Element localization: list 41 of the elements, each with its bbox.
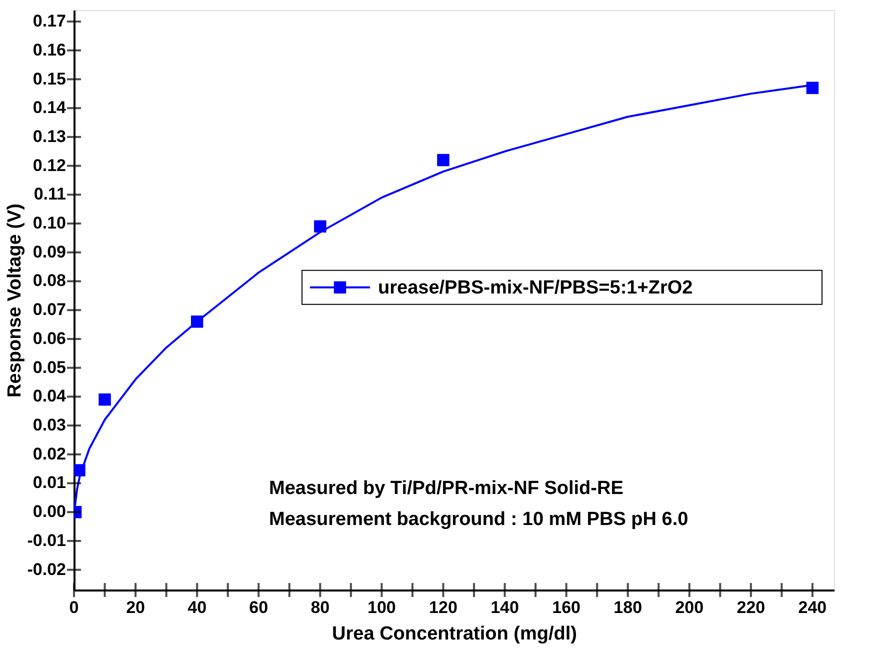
y-tick-label: 0.17 xyxy=(32,12,66,31)
x-tick-label: 0 xyxy=(69,598,79,617)
annotation: Measured by Ti/Pd/PR-mix-NF Solid-RE xyxy=(269,478,624,499)
x-tick-label: 60 xyxy=(249,598,268,617)
x-tick-label: 120 xyxy=(429,598,458,617)
y-tick-label: 0.04 xyxy=(32,386,67,406)
y-tick-label: -0.02 xyxy=(27,560,66,579)
y-tick-label: 0.07 xyxy=(32,300,66,320)
x-tick-label: 160 xyxy=(552,598,580,617)
y-tick-label: 0.03 xyxy=(32,416,66,435)
y-tick-label: 0.14 xyxy=(32,98,67,118)
y-tick-label: 0.10 xyxy=(32,214,66,233)
x-tick-label: 40 xyxy=(188,598,207,617)
y-tick-label: 0.13 xyxy=(32,126,66,146)
y-tick-label: 0.02 xyxy=(32,444,66,464)
y-tick-label: 0.06 xyxy=(32,328,66,348)
y-tick-label: 0.16 xyxy=(32,40,66,60)
x-tick-label: 200 xyxy=(675,598,704,617)
point xyxy=(98,393,111,406)
x-tick-label: 240 xyxy=(798,598,827,617)
y-tick-label: 0.11 xyxy=(34,184,66,204)
y-tick-label: 0.09 xyxy=(32,242,66,262)
annotation: Measurement background : 10 mM PBS pH 6.0 xyxy=(269,509,688,530)
x-tick-label: 220 xyxy=(736,598,766,617)
x-tick-label: 140 xyxy=(490,598,519,617)
x-axis-title: Urea Concentration (mg/dl) xyxy=(332,624,577,644)
y-tick-label: -0.01 xyxy=(27,530,66,550)
y-tick-label: 0.00 xyxy=(32,502,66,522)
legend-label: urease/PBS-mix-NF/PBS=5:1+ZrO2 xyxy=(378,277,693,298)
y-tick-label: 0.08 xyxy=(32,271,66,290)
y-tick-label: 0.05 xyxy=(32,358,66,377)
point xyxy=(437,154,450,166)
y-axis-title: Response Voltage (V) xyxy=(4,204,26,398)
x-tick-label: 180 xyxy=(614,598,642,617)
y-tick-label: 0.15 xyxy=(32,69,66,88)
point xyxy=(314,220,326,233)
y-tick-label: 0.12 xyxy=(32,156,66,175)
x-tick-label: 20 xyxy=(126,598,145,617)
y-tick-label: 0.01 xyxy=(32,473,66,492)
x-tick-label: 100 xyxy=(368,598,396,617)
x-tick-label: 80 xyxy=(310,598,330,617)
